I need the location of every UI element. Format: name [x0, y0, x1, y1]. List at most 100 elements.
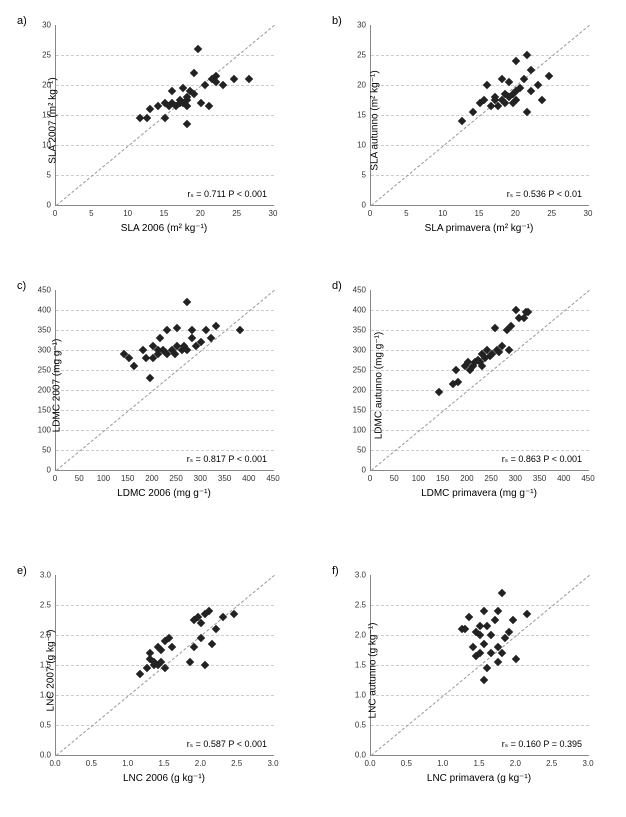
data-point — [487, 631, 495, 639]
gridline — [56, 55, 274, 56]
gridline — [371, 175, 589, 176]
y-tick-label: 50 — [338, 446, 366, 455]
data-point — [479, 676, 487, 684]
data-point — [452, 366, 460, 374]
y-tick-label: 0 — [338, 466, 366, 475]
x-tick-label: 250 — [169, 474, 182, 483]
x-axis-label: LDMC 2006 (mg g⁻¹) — [55, 488, 273, 499]
gridline — [56, 85, 274, 86]
data-point — [187, 326, 195, 334]
data-point — [183, 298, 191, 306]
stat-text: rₛ = 0.863 P < 0.001 — [502, 454, 582, 465]
y-tick-label: 50 — [23, 446, 51, 455]
data-point — [498, 649, 506, 657]
x-tick-label: 2.0 — [510, 759, 521, 768]
y-tick-label: 0.5 — [338, 721, 366, 730]
gridline — [56, 390, 274, 391]
data-point — [190, 69, 198, 77]
x-tick-label: 350 — [218, 474, 231, 483]
data-point — [183, 120, 191, 128]
x-tick-label: 10 — [438, 209, 447, 218]
x-tick-label: 250 — [484, 474, 497, 483]
y-tick-label: 0 — [23, 201, 51, 210]
identity-line — [56, 290, 275, 471]
data-point — [190, 643, 198, 651]
data-point — [201, 81, 209, 89]
data-point — [207, 334, 215, 342]
x-tick-label: 3.0 — [267, 759, 278, 768]
y-tick-label: 250 — [338, 366, 366, 375]
y-tick-label: 0 — [338, 201, 366, 210]
gridline — [371, 450, 589, 451]
y-axis-label: LDMC 2007 (mg g⁻¹) — [51, 339, 62, 433]
data-point — [534, 81, 542, 89]
plot-area — [370, 290, 589, 471]
x-tick-label: 1.0 — [122, 759, 133, 768]
data-point — [183, 346, 191, 354]
y-tick-label: 450 — [23, 286, 51, 295]
x-tick-label: 0.5 — [86, 759, 97, 768]
figure: a)051015202530051015202530SLA 2006 (m² k… — [0, 0, 626, 817]
data-point — [487, 649, 495, 657]
gridline — [371, 725, 589, 726]
x-tick-label: 3.0 — [582, 759, 593, 768]
data-point — [244, 75, 252, 83]
gridline — [371, 605, 589, 606]
x-tick-label: 2.5 — [546, 759, 557, 768]
gridline — [56, 310, 274, 311]
gridline — [371, 370, 589, 371]
y-tick-label: 25 — [23, 51, 51, 60]
x-tick-label: 150 — [436, 474, 449, 483]
data-point — [468, 643, 476, 651]
x-tick-label: 300 — [194, 474, 207, 483]
data-point — [197, 619, 205, 627]
x-tick-label: 200 — [145, 474, 158, 483]
data-point — [545, 72, 553, 80]
x-tick-label: 100 — [412, 474, 425, 483]
x-tick-label: 25 — [547, 209, 556, 218]
y-axis-label: LNC 2007 (g kg⁻¹) — [45, 630, 56, 712]
data-point — [483, 622, 491, 630]
data-point — [168, 643, 176, 651]
x-tick-label: 0.5 — [401, 759, 412, 768]
data-point — [478, 362, 486, 370]
data-point — [494, 607, 502, 615]
data-point — [527, 66, 535, 74]
data-point — [490, 616, 498, 624]
data-point — [476, 631, 484, 639]
data-point — [204, 102, 212, 110]
y-tick-label: 0.0 — [23, 751, 51, 760]
x-tick-label: 10 — [123, 209, 132, 218]
data-point — [483, 81, 491, 89]
plot-area — [55, 290, 274, 471]
y-tick-label: 0 — [23, 466, 51, 475]
data-point — [156, 334, 164, 342]
x-tick-label: 30 — [584, 209, 593, 218]
y-tick-label: 3.0 — [23, 571, 51, 580]
x-tick-label: 150 — [121, 474, 134, 483]
y-tick-label: 100 — [338, 426, 366, 435]
x-tick-label: 0.0 — [49, 759, 60, 768]
x-tick-label: 350 — [533, 474, 546, 483]
x-axis-label: SLA 2006 (m² kg⁻¹) — [55, 223, 273, 234]
y-tick-label: 30 — [338, 21, 366, 30]
y-tick-label: 3.0 — [338, 571, 366, 580]
data-point — [538, 96, 546, 104]
x-tick-label: 50 — [75, 474, 84, 483]
data-point — [458, 117, 466, 125]
y-tick-label: 350 — [23, 326, 51, 335]
y-tick-label: 2.0 — [338, 631, 366, 640]
y-tick-label: 1.0 — [338, 691, 366, 700]
x-tick-label: 30 — [269, 209, 278, 218]
gridline — [56, 450, 274, 451]
y-tick-label: 1.5 — [338, 661, 366, 670]
gridline — [56, 430, 274, 431]
data-point — [523, 51, 531, 59]
gridline — [56, 725, 274, 726]
x-tick-label: 1.5 — [158, 759, 169, 768]
x-tick-label: 15 — [160, 209, 169, 218]
x-axis-label: LNC 2006 (g kg⁻¹) — [55, 773, 273, 784]
y-tick-label: 300 — [23, 346, 51, 355]
x-tick-label: 20 — [511, 209, 520, 218]
y-tick-label: 0.5 — [23, 721, 51, 730]
